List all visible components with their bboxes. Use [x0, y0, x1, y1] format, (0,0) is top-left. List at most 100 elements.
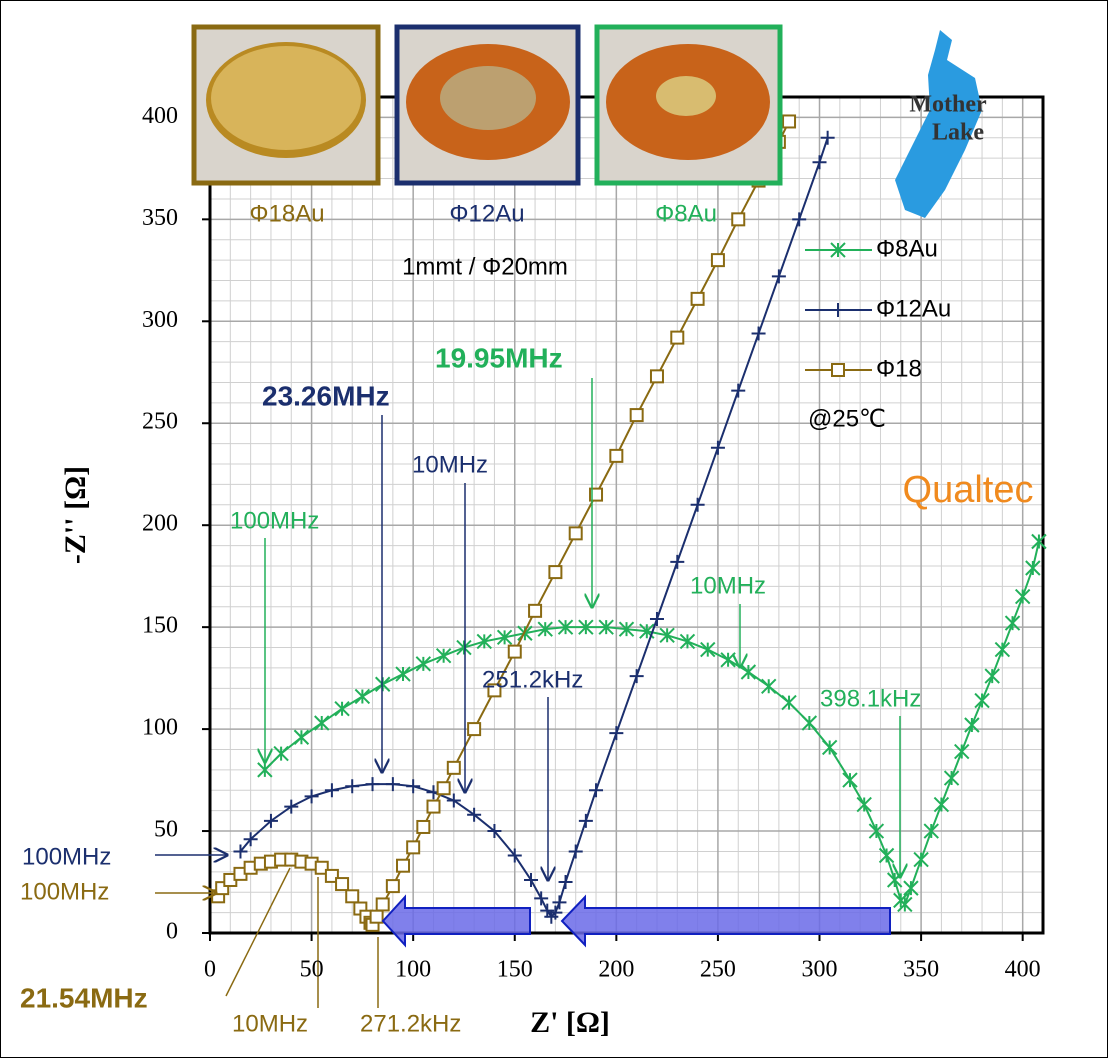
grid: [202, 95, 1045, 941]
data-point: [589, 783, 604, 798]
data-point: [690, 497, 705, 512]
data-point: [731, 383, 746, 398]
data-point: [415, 656, 432, 672]
data-point: [812, 155, 827, 170]
data-point: [649, 369, 664, 384]
data-point: [751, 326, 766, 341]
data-point: [467, 722, 482, 737]
x-axis-label: Z' [Ω]: [530, 1006, 610, 1039]
data-point: [243, 832, 258, 847]
condition: @25℃: [808, 405, 886, 432]
data-point: [994, 641, 1011, 658]
legend-label: Φ12Au: [876, 295, 951, 322]
y-tick-label: 100: [142, 715, 178, 741]
data-point: [446, 793, 461, 808]
data-point: [629, 408, 644, 423]
data-point: [257, 762, 273, 778]
data-point: [528, 603, 543, 618]
x-tick-label: 400: [1005, 957, 1041, 983]
data-point: [467, 807, 482, 822]
y-tick-label: 50: [154, 817, 178, 843]
data-point: [578, 813, 593, 828]
annotation: 10MHz: [690, 572, 766, 599]
data-point: [943, 770, 960, 786]
annotation-arrow: [225, 867, 291, 997]
data-point: [534, 891, 549, 906]
data-point: [324, 783, 339, 798]
x-tick-label: 200: [598, 957, 634, 983]
x-tick-label: 250: [700, 957, 736, 983]
data-point: [557, 619, 574, 635]
x-tick-label: 350: [903, 957, 939, 983]
data-point: [589, 487, 604, 502]
annotation: 100MHz: [22, 843, 111, 870]
data-point: [820, 130, 835, 145]
y-tick-label: 350: [142, 205, 178, 231]
data-point: [456, 639, 472, 656]
data-point: [354, 688, 371, 705]
data-point: [831, 363, 845, 377]
data-point: [568, 526, 583, 541]
data-point: [293, 729, 310, 745]
data-point: [496, 629, 513, 646]
data-point: [700, 641, 716, 658]
shift-arrow: [560, 894, 891, 948]
data-point: [416, 819, 431, 834]
sample-photo: [394, 24, 581, 186]
data-point: [345, 889, 360, 904]
data-point: [406, 779, 421, 794]
data-point: [842, 772, 858, 788]
data-point: [933, 796, 950, 813]
data-point: [903, 880, 919, 896]
data-point: [679, 633, 696, 650]
data-point: [369, 909, 384, 924]
data-point: [878, 847, 895, 864]
data-point: [487, 683, 502, 698]
data-point: [792, 212, 807, 227]
data-point: [801, 715, 818, 731]
annotation: 10MHz: [232, 1010, 308, 1037]
x-tick-label: 0: [204, 957, 216, 983]
data-point: [375, 897, 390, 912]
plot-background: [210, 97, 1043, 933]
annotation: 19.95MHz: [435, 342, 563, 373]
data-point: [552, 895, 567, 910]
annotation: 21.54MHz: [20, 982, 148, 1013]
sample-label: Φ18Au: [249, 200, 324, 227]
data-point: [954, 743, 970, 760]
data-point: [568, 844, 583, 859]
data-point: [335, 877, 350, 892]
data-point: [629, 669, 644, 684]
y-tick-label: 150: [142, 613, 178, 639]
data-point: [974, 692, 990, 709]
y-tick-label: 300: [142, 307, 178, 333]
data-point: [923, 823, 939, 839]
y-tick-label: 200: [142, 511, 178, 537]
annotation: 398.1kHz: [820, 685, 921, 712]
data-point: [558, 875, 573, 890]
data-point: [324, 868, 339, 883]
data-point: [690, 291, 705, 306]
x-tick-label: 50: [300, 957, 324, 983]
data-point: [782, 114, 797, 129]
data-point: [487, 824, 502, 839]
data-point: [821, 739, 838, 756]
sample-label: Φ12Au: [449, 200, 524, 227]
data-point: [345, 779, 360, 794]
data-point: [537, 621, 553, 637]
lake-logo: [895, 30, 982, 218]
data-point: [385, 777, 400, 792]
annotation: 100MHz: [20, 878, 109, 905]
data-point: [273, 745, 289, 762]
data-point: [710, 253, 725, 268]
legend-label: Φ18: [876, 355, 922, 382]
data-point: [964, 717, 980, 733]
legend: Φ8Au Φ12Au Φ18: [805, 235, 951, 382]
shift-arrow: [381, 894, 531, 948]
data-point: [507, 848, 522, 863]
y-tick-label: 0: [166, 919, 178, 945]
annotation: 271.2kHz: [360, 1010, 461, 1037]
x-tick-label: 300: [802, 957, 838, 983]
